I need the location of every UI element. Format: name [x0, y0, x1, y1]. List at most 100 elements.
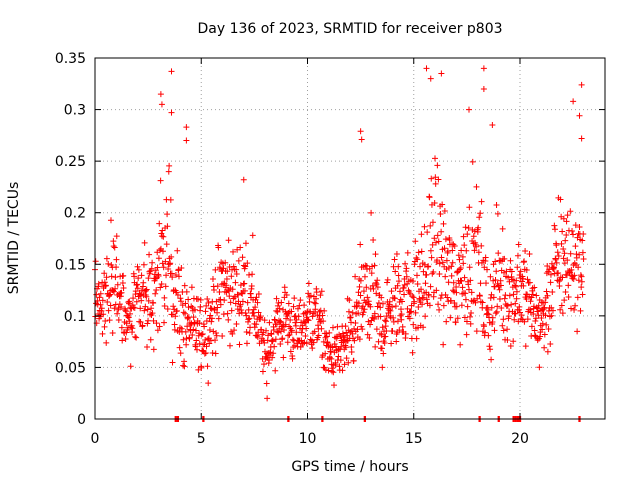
data-point	[140, 261, 147, 268]
data-point	[483, 280, 489, 287]
data-point	[223, 276, 230, 283]
data-point	[146, 270, 153, 277]
data-point	[395, 263, 402, 270]
data-point	[103, 274, 110, 281]
y-axis-label: SRMTID / TECUs	[6, 182, 22, 295]
data-point	[528, 294, 535, 301]
data-point	[567, 208, 574, 215]
data-point	[137, 291, 144, 298]
data-point	[364, 331, 371, 338]
data-point	[162, 258, 169, 265]
data-point	[398, 316, 405, 323]
data-point	[133, 334, 140, 341]
data-point	[122, 307, 129, 314]
data-point	[236, 341, 243, 348]
data-point	[534, 308, 541, 315]
data-point	[144, 320, 151, 327]
data-point	[438, 254, 445, 261]
data-point	[463, 318, 470, 325]
data-point	[270, 327, 277, 334]
data-point	[489, 314, 496, 321]
data-point	[398, 311, 405, 318]
data-point	[182, 328, 189, 335]
data-point	[118, 289, 125, 296]
data-point	[487, 273, 494, 280]
data-point	[160, 248, 166, 255]
data-point	[569, 227, 576, 234]
data-point	[432, 155, 438, 162]
data-point	[487, 346, 494, 353]
data-point	[382, 333, 389, 340]
data-point	[143, 287, 149, 294]
data-point	[202, 350, 209, 357]
data-point	[418, 286, 425, 293]
data-point	[153, 320, 160, 327]
data-point	[478, 242, 485, 249]
data-point	[183, 341, 190, 348]
data-point	[135, 275, 142, 282]
data-point	[289, 355, 296, 362]
data-point	[244, 260, 251, 267]
data-point	[205, 299, 212, 306]
data-point	[263, 380, 270, 387]
data-point	[287, 348, 294, 355]
data-point	[268, 331, 275, 338]
data-point	[423, 65, 430, 72]
data-point	[347, 314, 354, 321]
data-point	[502, 292, 509, 299]
data-point	[147, 336, 154, 343]
data-point	[182, 300, 189, 307]
data-point	[101, 323, 108, 330]
data-point	[276, 319, 283, 326]
data-point	[464, 303, 471, 310]
data-point	[571, 272, 578, 279]
data-point	[532, 318, 539, 325]
data-point	[466, 286, 472, 293]
data-point	[356, 336, 363, 343]
data-point	[561, 297, 568, 304]
y-tick-label: 0.2	[64, 206, 86, 222]
data-point	[192, 327, 199, 334]
data-point	[172, 313, 179, 320]
data-point	[209, 350, 216, 357]
data-point	[508, 273, 515, 280]
data-point	[494, 210, 501, 217]
data-point	[168, 68, 175, 75]
data-point	[213, 329, 220, 336]
data-point	[208, 318, 215, 325]
data-point	[507, 257, 514, 264]
data-point	[458, 247, 465, 254]
data-point	[363, 284, 370, 291]
data-point	[410, 321, 417, 328]
data-point	[278, 299, 285, 306]
data-point	[409, 349, 416, 356]
data-point	[196, 320, 203, 327]
data-point	[207, 337, 214, 344]
data-point	[560, 246, 567, 253]
data-point	[231, 327, 238, 334]
data-point	[102, 317, 109, 324]
data-point	[303, 340, 310, 347]
data-point	[105, 260, 112, 267]
data-point	[115, 317, 122, 324]
data-point	[304, 316, 311, 323]
data-point	[140, 279, 147, 286]
data-point	[113, 256, 120, 263]
data-point	[453, 289, 460, 296]
data-point	[92, 258, 99, 265]
data-point	[167, 196, 174, 203]
data-point	[302, 332, 309, 339]
data-point	[237, 282, 244, 289]
data-point	[535, 305, 542, 312]
data-point	[210, 328, 217, 335]
x-tick-label: 20	[511, 431, 529, 447]
data-point	[203, 302, 210, 309]
data-point	[261, 339, 268, 346]
data-point	[393, 338, 400, 345]
data-point	[530, 310, 537, 317]
data-point	[182, 310, 189, 317]
data-point	[307, 336, 314, 343]
data-point	[514, 252, 521, 259]
data-point	[572, 243, 579, 250]
data-point	[508, 268, 515, 275]
